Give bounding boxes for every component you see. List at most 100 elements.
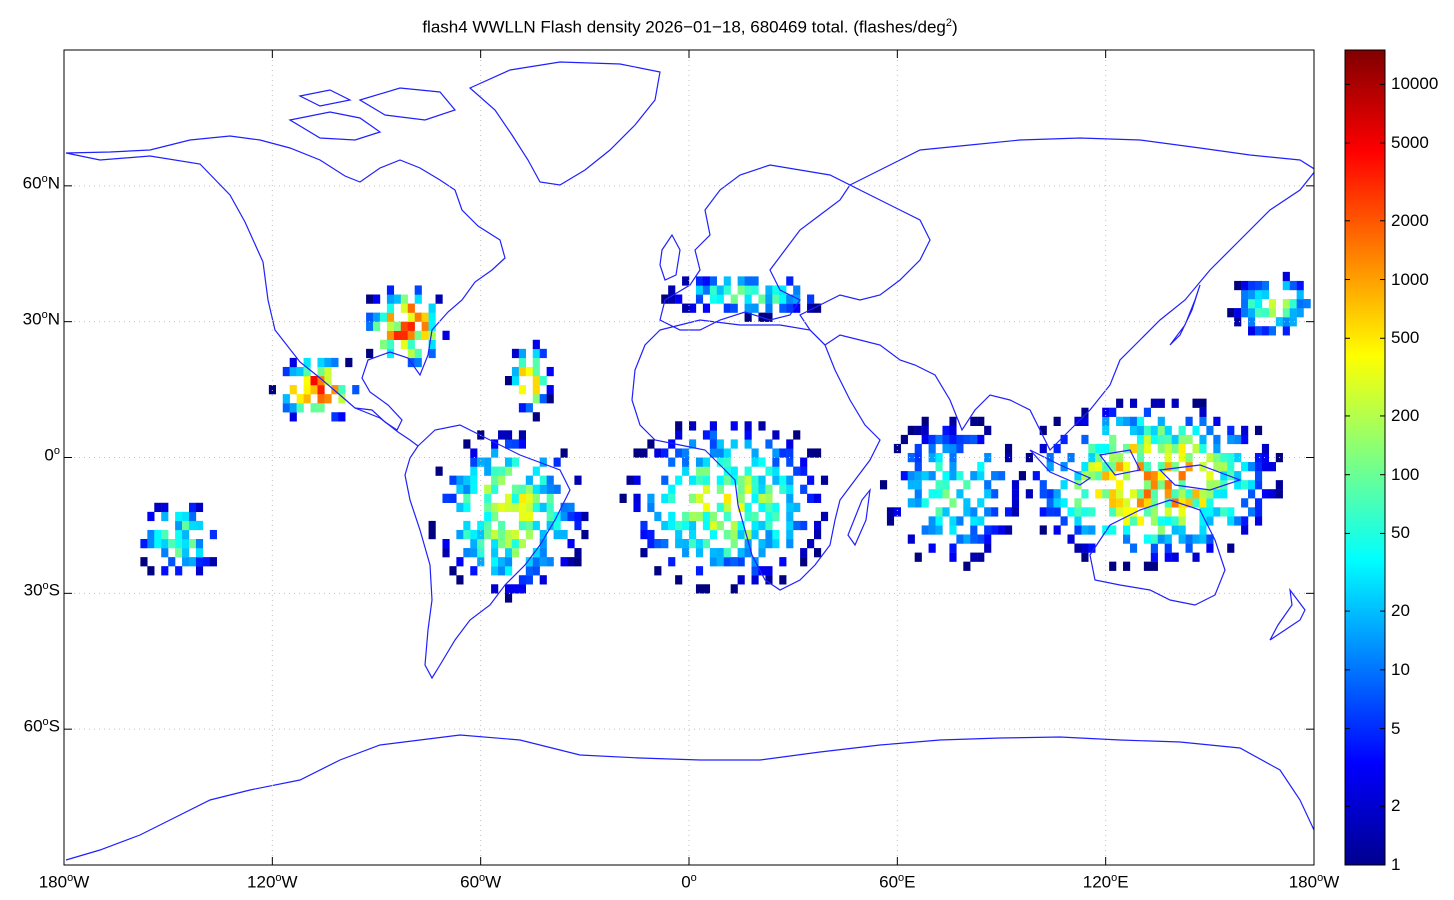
flash-cell [935,480,943,490]
flash-cell [1129,507,1138,517]
flash-cell [1261,489,1270,499]
flash-cell [317,403,325,413]
flash-cell [1199,416,1207,427]
flash-cell [525,557,533,567]
flash-cell [675,430,683,440]
flash-cell [393,294,402,304]
longitude-label: 180oW [38,872,90,892]
flash-cell [1164,480,1172,490]
flash-cell [723,502,731,513]
flash-cell [1136,443,1145,454]
flash-cell [456,529,464,540]
flash-cell [814,303,822,313]
flash-cell [723,276,731,286]
flash-cell [1129,543,1138,553]
flash-cell [772,294,780,304]
flash-cell [1081,434,1089,445]
flash-cell [1178,452,1186,463]
flash-cell [484,529,492,540]
flash-cell [1185,534,1193,544]
flash-cell [470,529,478,540]
flash-cell [1234,317,1242,327]
flash-cell [518,584,527,594]
flash-cell [470,548,478,558]
latitude-label: 30oN [22,308,60,329]
flash-cell [393,321,402,331]
flash-cell [546,557,554,567]
flash-cell [175,511,183,522]
flash-cell [709,439,717,449]
flash-cell [553,520,561,531]
flash-cell [765,285,773,295]
flash-cell [338,412,346,422]
flash-cell [1254,289,1263,300]
flash-cell [772,475,780,485]
flash-cell [765,520,773,531]
flash-cell [977,462,985,472]
flash-cell [518,520,527,531]
flash-cell [532,520,540,531]
flash-cell [991,471,999,481]
flash-cell [470,448,478,458]
flash-cell [442,548,450,558]
flash-cell [682,303,690,313]
flash-cell [907,471,915,481]
flash-cell [1261,452,1270,463]
flash-cell [1129,425,1138,436]
flash-cell [511,348,520,359]
coast-africa [631,319,881,591]
flash-cell [1102,416,1110,427]
flash-cell [668,511,676,522]
flash-cell [511,548,520,558]
flash-cell [942,434,950,445]
flash-cell [1234,434,1242,445]
flash-cell [751,575,759,585]
flash-cell [1178,434,1186,445]
flash-cell [814,529,822,540]
flash-cell [942,443,950,454]
flash-cell [504,439,513,449]
flash-cell [1261,308,1270,318]
flash-cell [1192,398,1200,408]
flash-cell [1220,471,1228,481]
flash-cell [511,366,520,377]
flash-cell [758,294,766,304]
flash-cell [949,443,957,454]
flash-cell [668,285,676,295]
flash-cell [1234,480,1242,490]
flash-cell [744,312,752,322]
colorbar-label: 10000 [1391,74,1439,94]
flash-cell [935,434,943,445]
flash-cell [765,511,773,522]
flash-cell [1123,471,1131,481]
coast-australia [1089,499,1226,606]
flash-cell [195,566,204,576]
flash-cell [1254,507,1263,517]
flash-cell [1254,462,1263,472]
flash-cell [189,502,197,513]
flash-cell [807,493,815,503]
flash-cell [682,548,690,558]
flash-cell [949,498,957,508]
flash-cell [1039,507,1047,517]
flash-cell [702,484,711,494]
flash-cell [525,520,533,531]
flash-cell [1289,280,1297,291]
flash-cell [1150,480,1158,490]
flash-cell [1178,480,1186,490]
flash-cell [1213,434,1221,445]
flash-cell [511,457,520,467]
flash-cell [949,543,957,553]
flash-cell [574,520,582,531]
flash-cell [1018,471,1027,481]
flash-cell [317,385,325,395]
flash-cell [1150,543,1158,553]
flash-cell [1192,425,1200,436]
flash-cell [1220,507,1228,517]
flash-cell [428,312,436,322]
flash-cell [786,439,794,449]
flash-cell [546,511,554,522]
flash-cell [567,539,575,549]
flash-cell [744,475,752,485]
flash-cell [751,448,759,458]
